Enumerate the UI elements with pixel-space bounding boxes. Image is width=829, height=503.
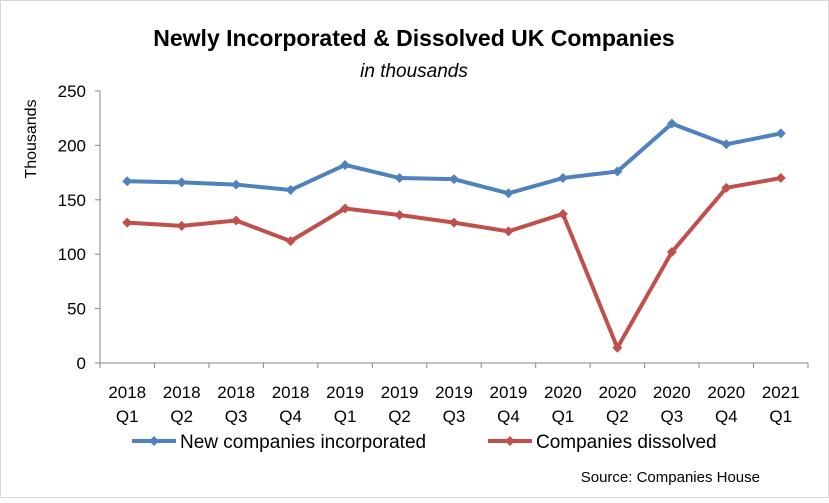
x-tick-labels: 2018 Q1 2018 Q2 2018 Q3 2018 Q4 2019 Q1 2019 Q2 2019… xyxy=(108,383,799,426)
x-tick-label: 2020 Q4 xyxy=(707,383,745,426)
legend-label: Companies dissolved xyxy=(536,432,717,453)
chart-title: Newly Incorporated & Dissolved UK Compan… xyxy=(153,25,674,51)
data-point xyxy=(285,185,296,196)
series-companies-dissolved xyxy=(122,173,786,353)
data-point xyxy=(557,173,568,184)
data-point xyxy=(666,247,677,258)
x-tick-label: 2019 Q4 xyxy=(490,383,528,426)
data-point xyxy=(612,166,623,177)
y-tick-label: 250 xyxy=(58,82,86,101)
data-point xyxy=(231,215,242,226)
series-layer xyxy=(122,118,786,353)
data-point xyxy=(122,217,133,228)
x-tick-label: 2018 Q2 xyxy=(163,383,201,426)
data-point xyxy=(231,179,242,190)
legend-item: New companies incorporated xyxy=(132,432,426,453)
chart-subtitle: in thousands xyxy=(360,61,468,82)
data-point xyxy=(449,217,459,228)
x-tick-label: 2018 Q4 xyxy=(272,383,310,426)
legend-item: Companies dissolved xyxy=(488,432,717,453)
data-point xyxy=(612,342,623,353)
y-tick-labels: 0 50 100 150 200 250 xyxy=(58,82,86,373)
source-note: Source: Companies House xyxy=(581,469,760,486)
legend-swatch-marker xyxy=(505,436,515,446)
data-point xyxy=(721,139,732,150)
y-tick-label: 150 xyxy=(58,191,86,210)
data-point xyxy=(176,177,187,188)
x-tick-label: 2020 Q1 xyxy=(544,383,582,426)
data-point xyxy=(285,236,296,247)
x-tick-label: 2019 Q2 xyxy=(381,383,419,426)
x-tick-label: 2018 Q3 xyxy=(217,383,255,426)
data-point xyxy=(394,173,405,184)
data-point xyxy=(176,220,187,231)
data-point xyxy=(394,210,405,221)
legend-label: New companies incorporated xyxy=(180,432,426,453)
data-point xyxy=(503,226,514,237)
y-tick-label: 50 xyxy=(67,300,86,319)
y-tick-label: 200 xyxy=(58,136,86,155)
data-point xyxy=(449,174,459,185)
y-tick-label: 100 xyxy=(58,245,86,264)
data-point xyxy=(775,128,786,139)
x-tick-label: 2019 Q3 xyxy=(435,383,473,426)
legend-swatch-marker xyxy=(149,436,159,446)
axes xyxy=(95,90,809,368)
x-tick-label: 2020 Q2 xyxy=(598,383,636,426)
data-point xyxy=(340,203,351,214)
x-tick-label: 2019 Q1 xyxy=(326,383,364,426)
series-new-companies-incorporated xyxy=(122,118,786,199)
data-point xyxy=(721,182,732,193)
x-tick-label: 2018 Q1 xyxy=(108,383,146,426)
data-point xyxy=(503,188,514,199)
legend: New companies incorporated Companies diss… xyxy=(132,432,717,453)
x-tick-label: 2020 Q3 xyxy=(653,383,691,426)
data-point xyxy=(122,176,133,187)
data-point xyxy=(775,173,786,184)
x-tick-label: 2021 Q1 xyxy=(762,383,800,426)
data-point xyxy=(557,208,568,219)
y-tick-label: 0 xyxy=(77,354,86,373)
y-axis-label: Thousands xyxy=(23,99,40,178)
data-point xyxy=(340,159,351,170)
data-point xyxy=(666,118,677,129)
